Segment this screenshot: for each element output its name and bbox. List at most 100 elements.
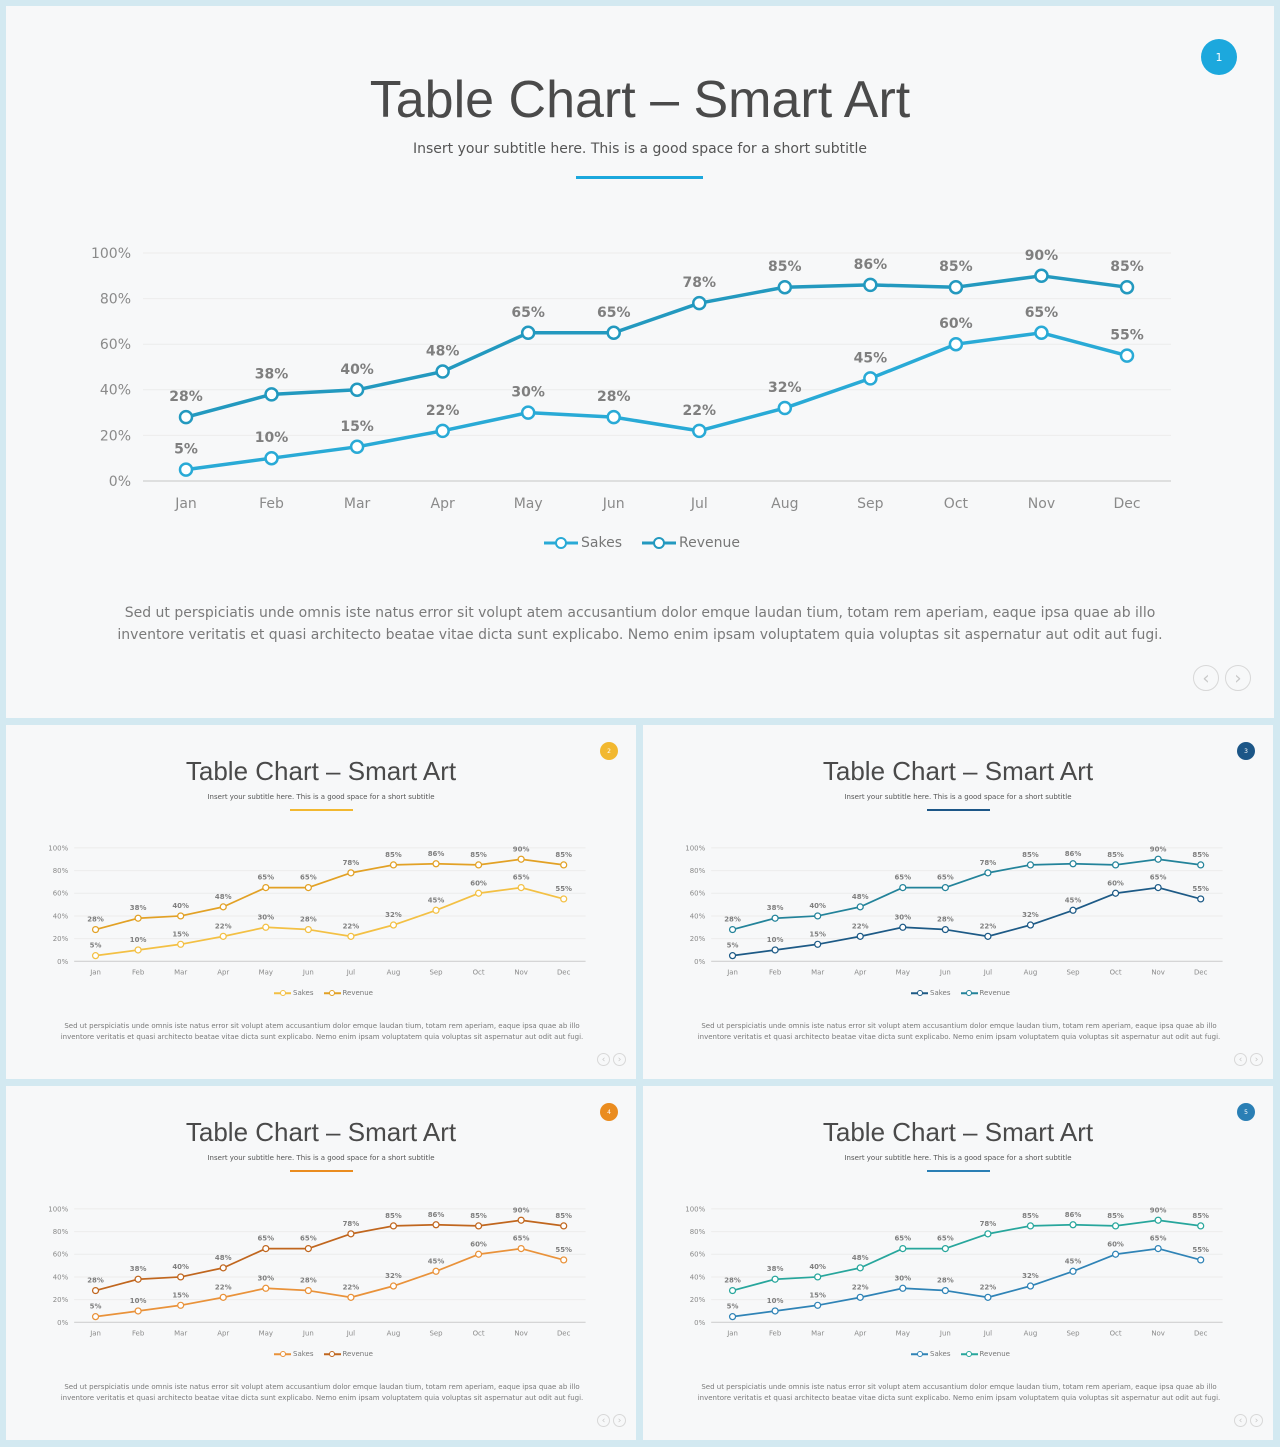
next-slide-button[interactable]: ›: [1250, 1053, 1263, 1066]
body-paragraph: Sed ut perspiciatis unde omnis iste natu…: [60, 1022, 584, 1041]
data-point-sakes: [777, 400, 793, 416]
slide-subtitle: Insert your subtitle here. This is a goo…: [844, 1154, 1072, 1162]
data-point-sakes: [347, 932, 355, 940]
data-label-sakes: 15%: [809, 930, 826, 938]
data-point-revenue: [863, 277, 878, 293]
y-tick-label: 20%: [690, 935, 706, 943]
data-point-sakes: [984, 1293, 992, 1301]
legend-swatch-revenue: [641, 536, 676, 550]
data-label-revenue: 85%: [1022, 851, 1039, 859]
next-slide-button[interactable]: ›: [613, 1053, 626, 1066]
data-label-revenue: 86%: [428, 1211, 445, 1219]
legend-item-sakes: Sakes: [544, 535, 622, 551]
prev-slide-button[interactable]: ‹: [597, 1053, 610, 1066]
data-label-revenue: 65%: [597, 305, 631, 321]
data-label-revenue: 85%: [470, 1212, 487, 1220]
data-point-sakes: [432, 906, 440, 914]
data-label-sakes: 55%: [1192, 1246, 1209, 1254]
x-tick-label: Feb: [259, 496, 284, 512]
y-tick-label: 40%: [100, 383, 131, 399]
legend-label-sakes: Sakes: [581, 535, 622, 551]
data-point-sakes: [728, 952, 737, 960]
x-tick-label: Apr: [854, 1330, 866, 1338]
data-label-sakes: 45%: [1065, 896, 1082, 904]
next-slide-button[interactable]: ›: [1250, 1414, 1263, 1427]
y-tick-label: 60%: [690, 890, 706, 898]
data-point-revenue: [728, 925, 737, 934]
slide-number-badge: 3: [1237, 742, 1255, 760]
legend-item-sakes: Sakes: [274, 989, 314, 997]
data-point-sakes: [1119, 348, 1135, 363]
data-point-revenue: [91, 1286, 100, 1295]
data-label-revenue: 86%: [428, 850, 445, 858]
data-label-revenue: 65%: [894, 1235, 911, 1243]
legend-label-revenue: Revenue: [979, 1350, 1011, 1358]
data-label-revenue: 85%: [385, 851, 402, 859]
data-point-revenue: [1197, 861, 1205, 869]
data-label-sakes: 30%: [257, 913, 274, 921]
data-point-revenue: [474, 1222, 483, 1230]
data-label-revenue: 90%: [1025, 248, 1059, 264]
data-label-revenue: 38%: [767, 904, 784, 912]
x-tick-label: Sep: [429, 969, 443, 977]
y-tick-label: 80%: [53, 867, 69, 875]
x-tick-label: Oct: [944, 496, 969, 512]
legend-swatch-revenue: [323, 1351, 341, 1358]
legend-swatch-sakes: [911, 1351, 928, 1358]
data-point-sakes: [347, 1293, 355, 1301]
data-point-revenue: [520, 325, 536, 341]
y-tick-label: 60%: [53, 1251, 69, 1259]
x-tick-label: Aug: [1024, 1330, 1038, 1338]
slide-subtitle: Insert your subtitle here. This is a goo…: [207, 1154, 435, 1162]
data-label-sakes: 32%: [385, 911, 402, 919]
thumbnail-slide-teal[interactable]: Table Chart – Smart Art Insert your subt…: [643, 1086, 1273, 1440]
data-label-sakes: 60%: [939, 316, 973, 332]
data-point-sakes: [91, 952, 100, 960]
x-tick-label: Mar: [344, 496, 371, 512]
x-tick-label: Oct: [1110, 1330, 1122, 1338]
data-label-sakes: 30%: [894, 1274, 911, 1282]
prev-slide-button[interactable]: ‹: [597, 1414, 610, 1427]
data-label-revenue: 48%: [852, 1254, 869, 1262]
y-tick-label: 20%: [53, 935, 69, 943]
next-slide-button[interactable]: ›: [613, 1414, 626, 1427]
data-point-revenue: [728, 1286, 737, 1295]
y-tick-label: 40%: [53, 912, 69, 920]
data-label-sakes: 32%: [1022, 1272, 1039, 1280]
x-tick-label: Feb: [769, 1330, 782, 1338]
x-tick-label: Jun: [302, 969, 314, 977]
data-point-revenue: [899, 1244, 907, 1253]
slide-title: Table Chart – Smart Art: [185, 756, 457, 786]
data-label-revenue: 78%: [980, 1220, 997, 1228]
data-label-revenue: 40%: [809, 1263, 826, 1271]
data-label-revenue: 78%: [683, 275, 717, 291]
data-label-sakes: 45%: [854, 350, 888, 366]
data-point-revenue: [1026, 861, 1035, 869]
prev-slide-button[interactable]: ‹: [1234, 1053, 1247, 1066]
data-point-revenue: [1034, 268, 1049, 284]
y-tick-label: 0%: [694, 1319, 705, 1327]
chart-legend: Sakes Revenue: [274, 1350, 373, 1358]
data-point-sakes: [1069, 1267, 1077, 1275]
data-label-sakes: 10%: [130, 936, 147, 944]
data-point-revenue: [560, 861, 568, 869]
thumbnail-slide-navy[interactable]: Table Chart – Smart Art Insert your subt…: [643, 725, 1273, 1079]
next-slide-button[interactable]: ›: [1225, 665, 1251, 691]
data-point-sakes: [219, 1293, 227, 1301]
thumbnail-slide-yellow[interactable]: Table Chart – Smart Art Insert your subt…: [6, 725, 636, 1079]
data-point-revenue: [432, 860, 440, 868]
x-tick-label: Oct: [1110, 969, 1122, 977]
prev-slide-button[interactable]: ‹: [1193, 665, 1219, 691]
data-point-revenue: [984, 869, 992, 877]
data-point-sakes: [517, 1244, 525, 1253]
data-label-revenue: 86%: [1065, 850, 1082, 858]
legend-swatch-sakes: [911, 990, 928, 997]
data-label-revenue: 90%: [513, 1206, 530, 1214]
x-tick-label: Jul: [983, 969, 992, 977]
x-tick-label: Dec: [557, 969, 571, 977]
series-line-revenue: [732, 858, 1201, 931]
title-underline: [927, 1170, 990, 1172]
prev-slide-button[interactable]: ‹: [1234, 1414, 1247, 1427]
thumbnail-slide-orange[interactable]: Table Chart – Smart Art Insert your subt…: [6, 1086, 636, 1440]
legend-label-sakes: Sakes: [930, 989, 951, 997]
